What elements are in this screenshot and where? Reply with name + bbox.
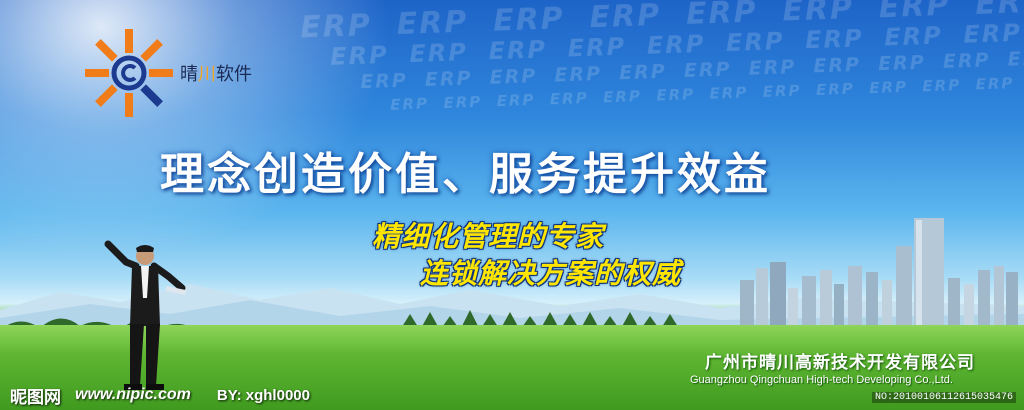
sun-c-logo-icon [85, 29, 173, 117]
company-name-en: Guangzhou Qingchuan High-tech Developing… [690, 374, 953, 386]
main-slogan: 理念创造价值、服务提升效益 [160, 149, 771, 200]
watermark-author: BY: xghl0000 [216, 386, 310, 404]
watermark-bar: 昵图网 www.nipic.com BY: xghl0000 [0, 380, 310, 410]
watermark-site-name: 昵图网 [10, 387, 61, 407]
company-name-cn: 广州市晴川高新技术开发有限公司 [705, 353, 975, 373]
logo-text-accent: 川 [198, 64, 216, 85]
sub-slogan-2: 连锁解决方案的权威 [420, 257, 682, 290]
businessman-illustration [104, 240, 187, 390]
logo-text: 晴 [180, 64, 198, 85]
watermark-id: NO:20100106112615035476 [872, 392, 1017, 403]
logo-text: 软件 [216, 64, 252, 85]
grass-field [0, 325, 1024, 410]
city-skyline-illustration [740, 218, 1018, 330]
watermark-url: www.nipic.com [75, 386, 191, 403]
logo-company-name: 晴川软件 [180, 60, 252, 86]
sub-slogan-1: 精细化管理的专家 [372, 220, 605, 253]
sun-glow [0, 0, 440, 300]
